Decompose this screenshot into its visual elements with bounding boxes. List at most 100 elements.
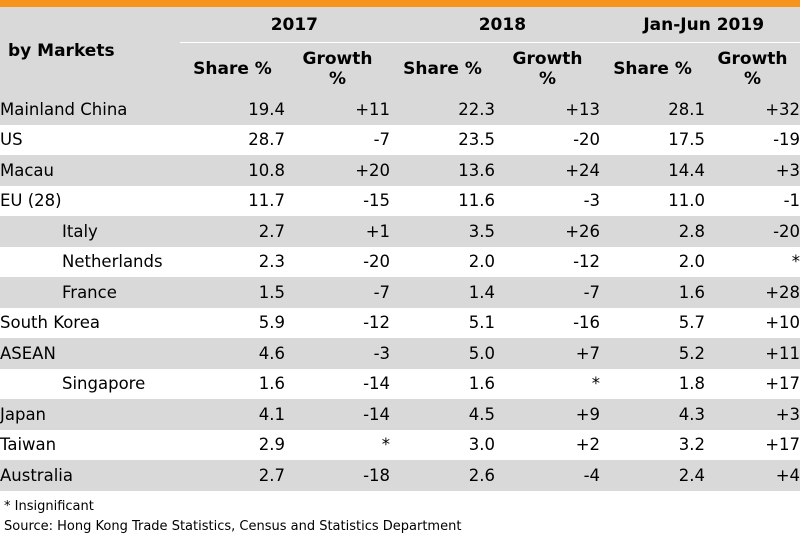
growth-2017-cell: * [285, 429, 391, 460]
market-name: Mainland China [0, 94, 180, 125]
growth-2018-cell: +13 [495, 94, 601, 125]
growth-header-2017: Growth% [285, 42, 391, 94]
share-2018-cell: 2.0 [390, 246, 496, 277]
market-name: Macau [0, 155, 180, 186]
growth-2018-cell: -20 [495, 124, 601, 155]
growth-2017-cell: -14 [285, 368, 391, 399]
share-2017-cell: 2.7 [180, 460, 285, 491]
growth-2018-cell: -4 [495, 460, 601, 491]
share-2019-cell: 2.0 [600, 246, 706, 277]
growth-2019-cell: +17 [705, 368, 800, 399]
growth-2018-cell: -7 [495, 277, 601, 308]
growth-2017-cell: -12 [285, 307, 391, 338]
growth-2019-cell: +4 [705, 460, 800, 491]
market-name: Singapore [0, 368, 180, 399]
growth-2017-cell: -20 [285, 246, 391, 277]
market-name: EU (28) [0, 185, 180, 216]
growth-2019-cell: -20 [705, 216, 800, 247]
table-row: US 28.7 -7 23.5 -20 17.5 -19 [0, 124, 800, 155]
growth-2019-cell: -19 [705, 124, 800, 155]
growth-2017-cell: -7 [285, 124, 391, 155]
header-row-years: by Markets 2017 2018 Jan-Jun 2019 [0, 7, 800, 94]
share-2018-cell: 5.0 [390, 338, 496, 369]
growth-2019-cell: +3 [705, 399, 800, 430]
share-2018-cell: 5.1 [390, 307, 496, 338]
growth-header-2017-line2: % [328, 68, 347, 89]
market-name: Netherlands [0, 246, 180, 277]
share-2017-cell: 28.7 [180, 124, 285, 155]
table-row: South Korea 5.9 -12 5.1 -16 5.7 +10 [0, 307, 800, 338]
growth-header-2018: Growth% [495, 42, 601, 94]
growth-2019-cell: +28 [705, 277, 800, 308]
share-2019-cell: 17.5 [600, 124, 706, 155]
market-name: Italy [0, 216, 180, 247]
growth-2018-cell: +7 [495, 338, 601, 369]
markets-table: by Markets 2017 2018 Jan-Jun 2019 Share … [0, 7, 800, 491]
growth-header-2018-line2: % [539, 68, 557, 89]
year-header-2018: 2018 [390, 7, 601, 43]
market-name: South Korea [0, 307, 180, 338]
share-2017-cell: 2.9 [180, 429, 285, 460]
market-name: France [0, 277, 180, 308]
table-row: Macau 10.8 +20 13.6 +24 14.4 +3 [0, 155, 800, 186]
table-row: Taiwan 2.9 * 3.0 +2 3.2 +17 [0, 429, 800, 460]
market-name: ASEAN [0, 338, 180, 369]
table-row: Mainland China 19.4 +11 22.3 +13 28.1 +32 [0, 94, 800, 125]
growth-2017-cell: +20 [285, 155, 391, 186]
growth-2017-cell: +11 [285, 94, 391, 125]
growth-2018-cell: -3 [495, 185, 601, 216]
growth-header-2017-line1: Growth [302, 48, 373, 69]
share-2017-cell: 1.6 [180, 368, 285, 399]
growth-2018-cell: -12 [495, 246, 601, 277]
share-2017-cell: 5.9 [180, 307, 285, 338]
markets-column-header: by Markets [0, 7, 180, 94]
share-2018-cell: 2.6 [390, 460, 496, 491]
share-2019-cell: 28.1 [600, 94, 706, 125]
table-row: Italy 2.7 +1 3.5 +26 2.8 -20 [0, 216, 800, 247]
share-2019-cell: 5.7 [600, 307, 706, 338]
growth-2019-cell: * [705, 246, 800, 277]
share-header-2018: Share % [390, 42, 496, 94]
growth-2017-cell: -7 [285, 277, 391, 308]
growth-2017-cell: +1 [285, 216, 391, 247]
share-2019-cell: 11.0 [600, 185, 706, 216]
share-2017-cell: 4.6 [180, 338, 285, 369]
share-2018-cell: 3.0 [390, 429, 496, 460]
table-row: Netherlands 2.3 -20 2.0 -12 2.0 * [0, 246, 800, 277]
market-name: Taiwan [0, 429, 180, 460]
share-2017-cell: 1.5 [180, 277, 285, 308]
growth-2019-cell: +11 [705, 338, 800, 369]
share-2017-cell: 2.3 [180, 246, 285, 277]
table-row: France 1.5 -7 1.4 -7 1.6 +28 [0, 277, 800, 308]
table-row: ASEAN 4.6 -3 5.0 +7 5.2 +11 [0, 338, 800, 369]
growth-header-2019-line1: Growth [717, 48, 788, 69]
growth-2019-cell: +32 [705, 94, 800, 125]
table-row: Singapore 1.6 -14 1.6 * 1.8 +17 [0, 368, 800, 399]
growth-2018-cell: +9 [495, 399, 601, 430]
share-2019-cell: 1.8 [600, 368, 706, 399]
table-row: Australia 2.7 -18 2.6 -4 2.4 +4 [0, 460, 800, 491]
growth-2019-cell: +17 [705, 429, 800, 460]
growth-2019-cell: -1 [705, 185, 800, 216]
growth-2019-cell: +10 [705, 307, 800, 338]
growth-header-2019: Growth% [705, 42, 800, 94]
share-2017-cell: 10.8 [180, 155, 285, 186]
share-2017-cell: 4.1 [180, 399, 285, 430]
share-2017-cell: 19.4 [180, 94, 285, 125]
share-2019-cell: 5.2 [600, 338, 706, 369]
market-name: Japan [0, 399, 180, 430]
share-2018-cell: 11.6 [390, 185, 496, 216]
share-2017-cell: 11.7 [180, 185, 285, 216]
footnote: * Insignificant [4, 499, 94, 514]
share-2018-cell: 4.5 [390, 399, 496, 430]
share-2018-cell: 1.4 [390, 277, 496, 308]
share-2019-cell: 1.6 [600, 277, 706, 308]
share-2019-cell: 2.4 [600, 460, 706, 491]
share-2018-cell: 1.6 [390, 368, 496, 399]
share-2019-cell: 3.2 [600, 429, 706, 460]
share-2019-cell: 14.4 [600, 155, 706, 186]
growth-2019-cell: +3 [705, 155, 800, 186]
growth-2017-cell: -18 [285, 460, 391, 491]
table-body: Mainland China 19.4 +11 22.3 +13 28.1 +32 US 28.… [0, 94, 800, 491]
growth-header-2019-line2: % [744, 68, 762, 89]
